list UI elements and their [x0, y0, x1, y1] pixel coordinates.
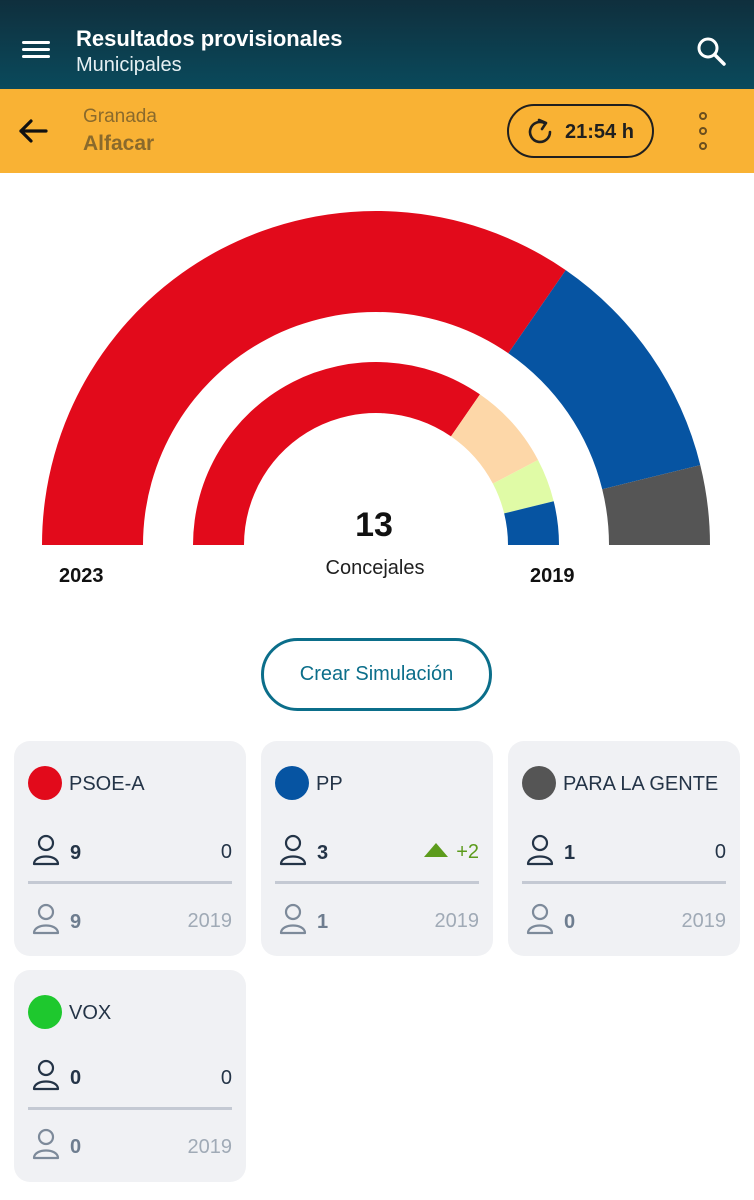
province-label: Granada	[83, 106, 157, 127]
refresh-button[interactable]: 21:54 h	[507, 104, 654, 158]
outer-ring-segment-2	[602, 465, 710, 545]
person-icon	[279, 903, 307, 935]
reference-year: 2019	[434, 910, 480, 932]
seat-change: 0	[715, 841, 726, 864]
person-icon	[279, 834, 307, 866]
seat-change: 0	[221, 841, 232, 864]
outer-ring-segment-1	[508, 270, 701, 490]
menu-icon[interactable]	[22, 38, 50, 60]
seat-change-value: +2	[456, 841, 479, 863]
reference-year: 2019	[681, 910, 727, 932]
reference-year: 2019	[187, 1136, 233, 1158]
previous-seats: 0	[70, 1136, 82, 1158]
previous-seats: 9	[70, 911, 82, 933]
previous-seats: 1	[317, 911, 329, 933]
divider	[28, 1107, 232, 1110]
inner-ring-segment-1	[450, 394, 539, 484]
person-icon	[32, 1128, 60, 1160]
current-seats: 0	[70, 1067, 82, 1089]
current-seats: 1	[564, 842, 576, 864]
party-color-dot	[275, 766, 309, 800]
person-icon	[32, 1059, 60, 1091]
party-name: VOX	[69, 1002, 112, 1024]
back-arrow-icon[interactable]	[16, 114, 50, 148]
more-options-icon[interactable]	[696, 112, 710, 152]
current-seats: 3	[317, 842, 329, 864]
party-card-para-la-gente[interactable]: PARA LA GENTE 1 0 0 2019	[508, 741, 740, 956]
seat-change-value: 0	[220, 841, 232, 863]
search-icon[interactable]	[694, 34, 728, 68]
app-header	[0, 0, 754, 89]
seat-change: +2	[424, 841, 479, 864]
inner-ring-segment-3	[504, 501, 559, 545]
seat-change-value: 0	[714, 841, 726, 863]
total-seats-label: Concejales	[325, 557, 425, 579]
party-color-dot	[28, 995, 62, 1029]
refresh-icon	[528, 118, 552, 144]
party-card-vox[interactable]: VOX 0 0 0 2019	[14, 970, 246, 1182]
divider	[275, 881, 479, 884]
inner-ring-segment-2	[492, 459, 554, 514]
total-seats-number: 13	[355, 506, 393, 544]
municipality-label: Alfacar	[83, 132, 155, 155]
person-icon	[32, 903, 60, 935]
party-card-psoe[interactable]: PSOE-A 9 0 9 2019	[14, 741, 246, 956]
app-title: Resultados provisionales	[76, 26, 343, 51]
party-color-dot	[522, 766, 556, 800]
divider	[28, 881, 232, 884]
party-name: PP	[316, 773, 343, 795]
hemicycle-chart	[42, 210, 710, 545]
previous-seats: 0	[564, 911, 576, 933]
app-subtitle: Municipales	[76, 54, 182, 76]
create-simulation-button[interactable]: Crear Simulación	[261, 638, 492, 711]
outer-ring-segment-0	[42, 210, 566, 545]
party-color-dot	[28, 766, 62, 800]
current-seats: 9	[70, 842, 82, 864]
update-time: 21:54 h	[565, 121, 634, 143]
party-name: PARA LA GENTE	[563, 773, 719, 795]
person-icon	[526, 834, 554, 866]
outer-ring-year: 2023	[59, 565, 104, 587]
divider	[522, 881, 726, 884]
seat-change-value: 0	[220, 1067, 232, 1089]
person-icon	[32, 834, 60, 866]
party-name: PSOE-A	[69, 773, 145, 795]
inner-ring-segment-0	[193, 361, 480, 545]
inner-ring-year: 2019	[530, 565, 575, 587]
seat-change: 0	[221, 1067, 232, 1090]
person-icon	[526, 903, 554, 935]
party-card-pp[interactable]: PP 3 +2 1 2019	[261, 741, 493, 956]
reference-year: 2019	[187, 910, 233, 932]
up-triangle-icon	[424, 843, 449, 857]
